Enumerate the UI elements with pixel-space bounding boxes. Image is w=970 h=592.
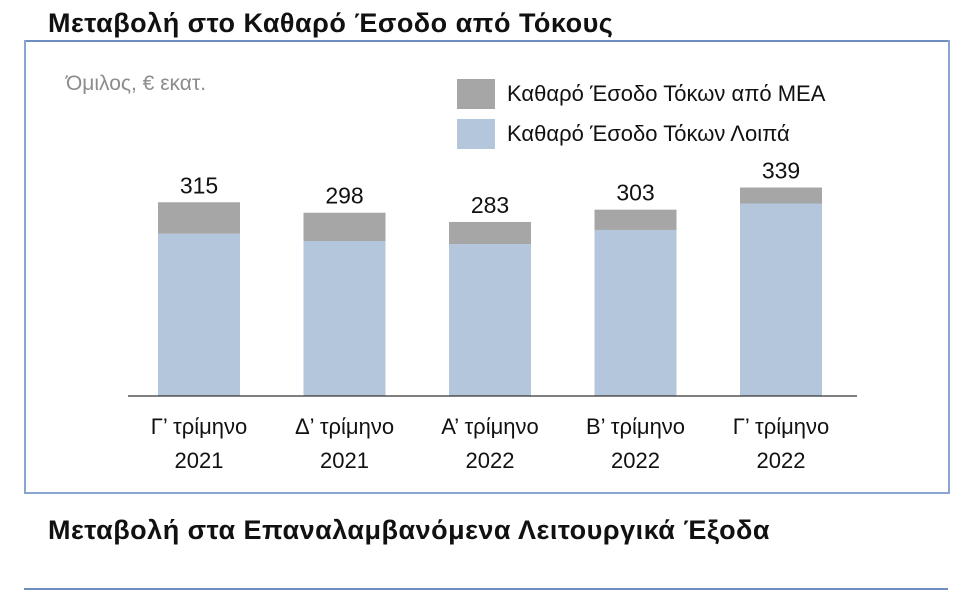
legend-swatch-other — [457, 119, 495, 149]
x-tick-label-4-1: 2022 — [757, 448, 806, 473]
bar-segment-other-4 — [740, 203, 822, 396]
bar-segment-mea-4 — [740, 187, 822, 204]
title-underline — [24, 40, 948, 42]
chart-panel — [24, 40, 950, 494]
bar-segment-mea-0 — [158, 202, 240, 234]
x-tick-label-0-0: Γ’ τρίμηνο — [151, 414, 248, 439]
bar-segment-other-2 — [449, 244, 531, 396]
x-tick-label-3-1: 2022 — [611, 448, 660, 473]
x-tick-label-1-1: 2021 — [320, 448, 369, 473]
x-tick-label-2-0: Α’ τρίμηνο — [441, 414, 538, 439]
bar-segment-mea-3 — [594, 209, 677, 230]
x-tick-label-4-0: Γ’ τρίμηνο — [733, 414, 830, 439]
x-tick-label-1-0: Δ’ τρίμηνο — [295, 414, 394, 439]
next-section-underline — [24, 588, 948, 590]
bar-segment-mea-1 — [303, 212, 386, 242]
legend-label-other: Καθαρό Έσοδο Τόκων Λοιπά — [507, 121, 790, 146]
x-tick-label-0-1: 2021 — [175, 448, 224, 473]
bar-segment-other-1 — [303, 241, 386, 396]
x-tick-label-3-0: Β’ τρίμηνο — [586, 414, 685, 439]
legend-label-mea: Καθαρό Έσοδο Τόκων από ΜΕΑ — [507, 81, 826, 106]
total-label-0: 315 — [180, 172, 218, 198]
legend-item-other: Καθαρό Έσοδο Τόκων Λοιπά — [457, 119, 790, 149]
legend-item-mea: Καθαρό Έσοδο Τόκων από ΜΕΑ — [457, 79, 825, 109]
x-tick-label-2-1: 2022 — [466, 448, 515, 473]
next-section-title: Μεταβολή στα Επαναλαμβανόμενα Λειτουργικ… — [48, 515, 771, 545]
bar-segment-mea-2 — [449, 221, 531, 245]
total-label-4: 339 — [762, 158, 800, 184]
total-label-3: 303 — [616, 180, 654, 206]
bar-segment-other-0 — [158, 233, 240, 396]
unit-label: Όμιλος, € εκατ. — [66, 72, 207, 95]
bar-segment-other-3 — [594, 229, 677, 396]
legend-swatch-mea — [457, 79, 495, 109]
total-label-2: 283 — [471, 192, 509, 218]
total-label-1: 298 — [325, 183, 363, 209]
bar-chart: 315 Γ’ τρίμηνο 2021 298 Δ’ τρίμηνο 2021 283 Α’ … — [128, 158, 857, 473]
chart-title: Μεταβολή στο Καθαρό Έσοδο από Τόκους — [48, 8, 614, 38]
